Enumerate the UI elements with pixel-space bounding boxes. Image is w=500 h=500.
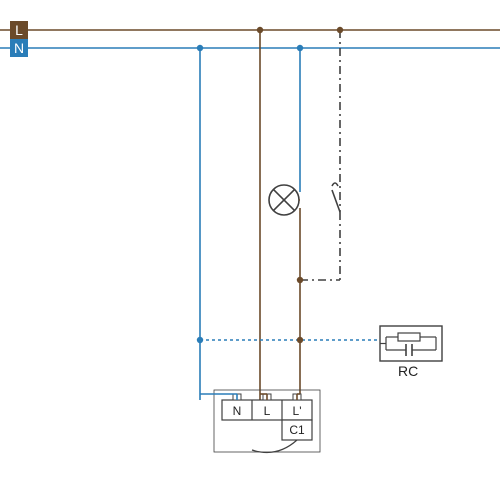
terminal-label-L: L (258, 404, 276, 418)
node-5 (297, 337, 303, 343)
rail-label-L: L (10, 21, 28, 39)
rail-label-N: N (10, 39, 28, 57)
node-0 (197, 45, 203, 51)
terminal-lead (252, 440, 297, 452)
node-2 (297, 45, 303, 51)
node-3 (337, 27, 343, 33)
rc-label: RC (398, 363, 418, 379)
node-6 (197, 337, 203, 343)
resistor-icon (398, 333, 420, 341)
node-4 (297, 277, 303, 283)
node-1 (257, 27, 263, 33)
switch-icon (332, 190, 340, 212)
terminal-label-C1: C1 (288, 423, 306, 437)
terminal-label-N: N (228, 404, 246, 418)
terminal-label-Lp: L' (288, 404, 306, 418)
rc-box (380, 326, 442, 361)
